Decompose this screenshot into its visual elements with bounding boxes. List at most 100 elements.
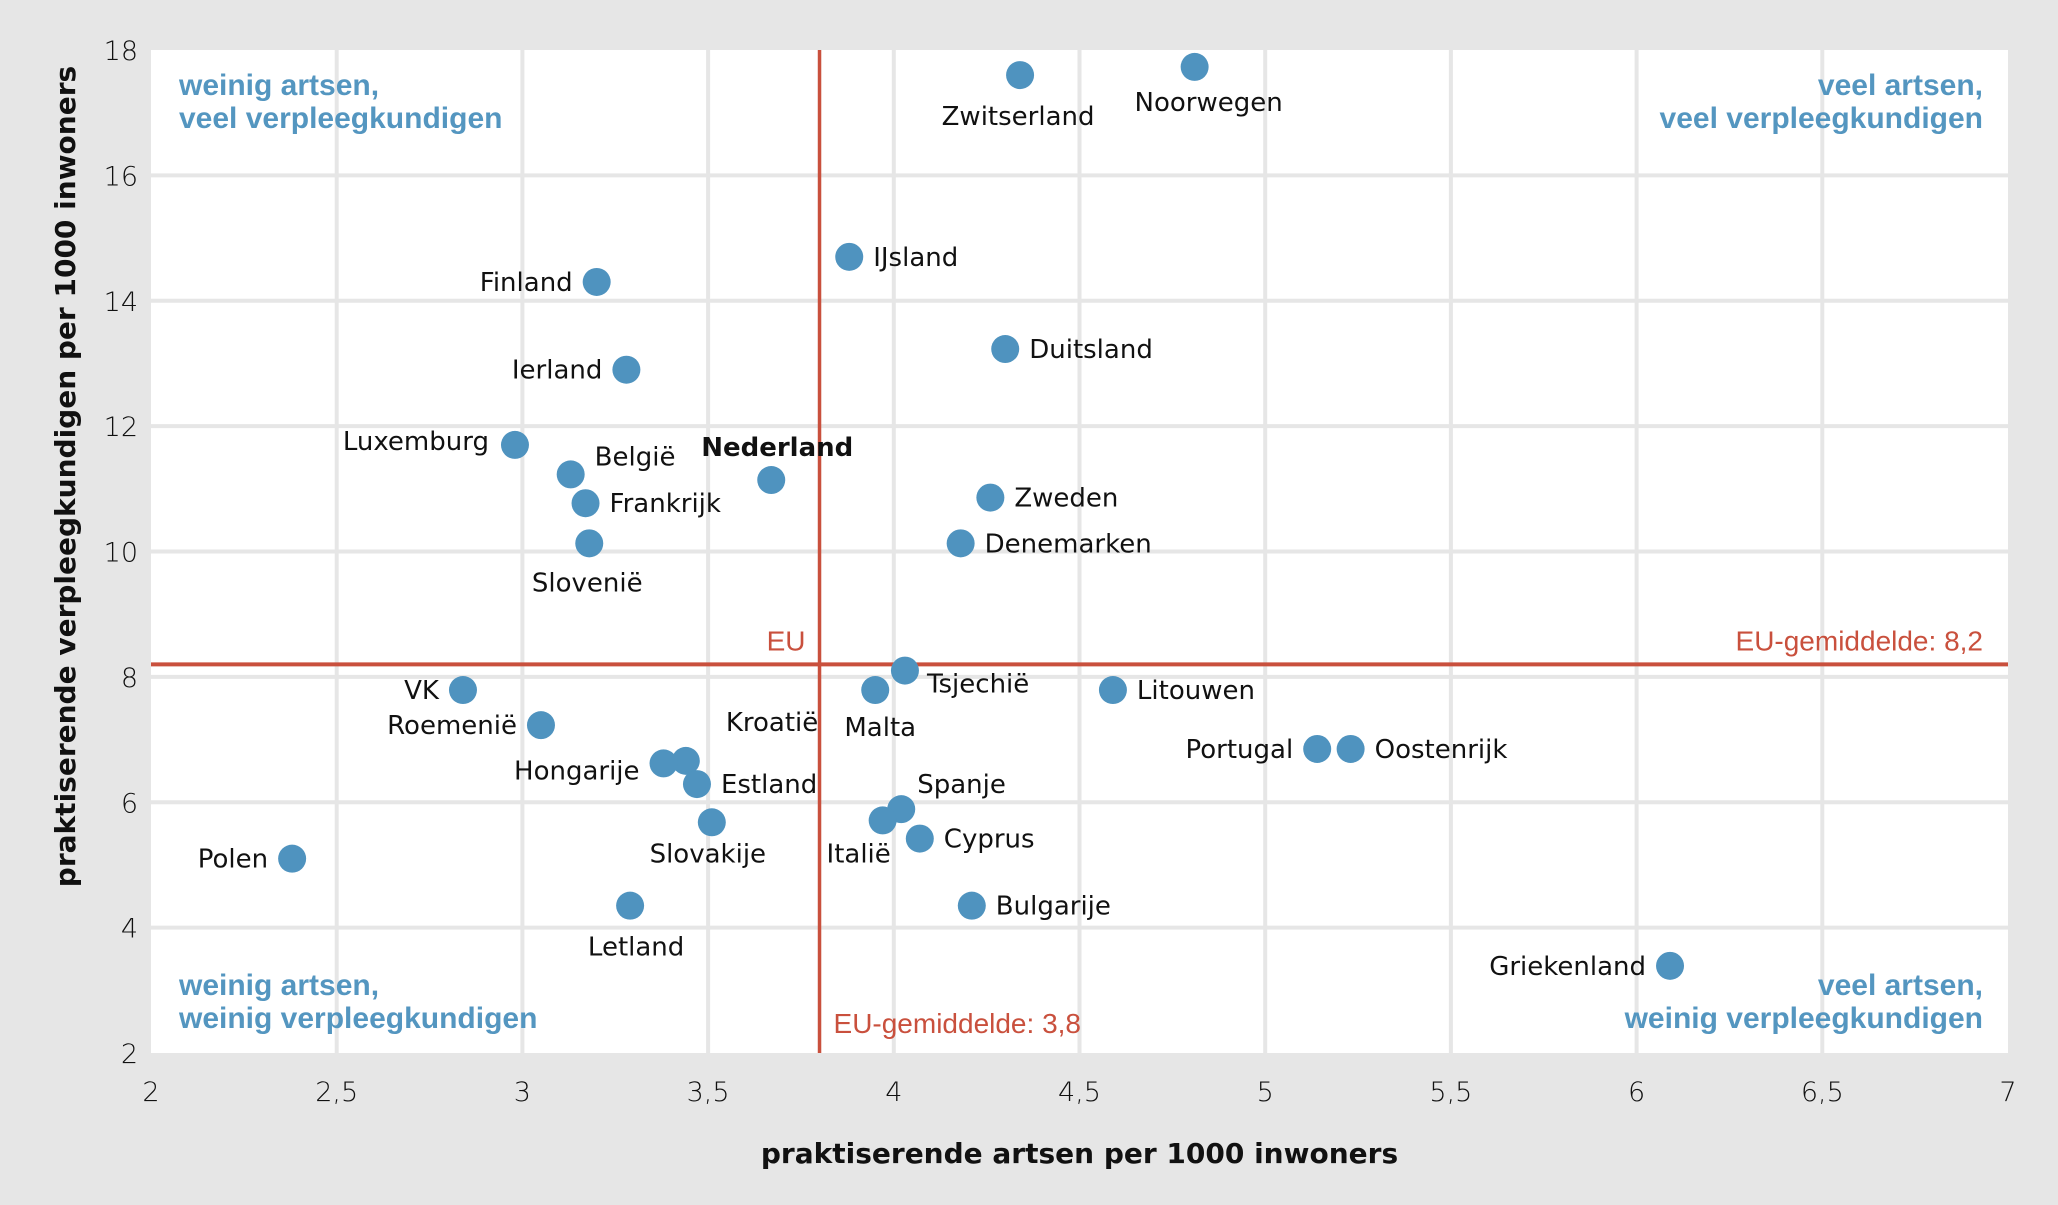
data-point-label: Bulgarije <box>996 892 1111 922</box>
data-points <box>278 52 1685 980</box>
y-tick-label: 14 <box>104 287 138 318</box>
data-point[interactable] <box>1303 734 1332 763</box>
data-point[interactable] <box>1336 734 1365 763</box>
data-point[interactable] <box>582 267 611 296</box>
quadrant-top-left-line1: weinig artsen, <box>178 69 379 102</box>
data-point[interactable] <box>1098 676 1127 705</box>
x-tick-label: 5 <box>1257 1077 1274 1108</box>
data-point[interactable] <box>957 891 986 920</box>
data-point[interactable] <box>1180 52 1209 81</box>
data-point[interactable] <box>671 746 700 775</box>
data-point-label: Denemarken <box>985 529 1152 559</box>
x-tick-label: 2 <box>142 1077 159 1108</box>
x-tick-label: 6 <box>1628 1077 1645 1108</box>
eu-horizontal-average-label: EU-gemiddelde: 8,2 <box>1736 625 1983 656</box>
data-point[interactable] <box>861 676 890 705</box>
data-point[interactable] <box>946 529 975 558</box>
data-point-label: Ierland <box>512 356 603 386</box>
data-point-label: Hongarije <box>514 756 640 786</box>
x-axis-title: praktiserende artsen per 1000 inwoners <box>761 1137 1398 1170</box>
x-tick-label: 5,5 <box>1429 1077 1472 1108</box>
y-tick-label: 6 <box>121 788 138 819</box>
data-point-label: Griekenland <box>1489 952 1646 982</box>
data-point[interactable] <box>556 460 585 489</box>
y-tick-label: 4 <box>121 914 138 945</box>
data-point[interactable] <box>278 844 307 873</box>
y-tick-label: 8 <box>121 663 138 694</box>
y-axis-ticks: 2 4 6 8 10 12 14 16 18 <box>104 36 138 1070</box>
data-point-label: Kroatië <box>726 708 818 738</box>
y-tick-label: 16 <box>104 161 138 192</box>
data-point-label: Cyprus <box>944 825 1035 855</box>
quadrant-bottom-right-line2: weinig verpleegkundigen <box>1624 1002 1983 1035</box>
data-point[interactable] <box>571 489 600 518</box>
quadrant-bottom-left-line2: weinig verpleegkundigen <box>178 1002 537 1035</box>
data-point-label: Zweden <box>1014 484 1118 514</box>
y-axis-title: praktiserende verpleegkundigen per 1000 … <box>49 66 82 887</box>
x-tick-label: 3,5 <box>687 1077 730 1108</box>
data-point[interactable] <box>500 430 529 459</box>
data-point[interactable] <box>649 749 678 778</box>
data-point[interactable] <box>575 529 604 558</box>
data-point[interactable] <box>697 808 726 837</box>
data-point-label: Tsjechië <box>926 670 1029 700</box>
x-axis-ticks: 2 2,5 3 3,5 4 4,5 5 5,5 6 6,5 7 <box>142 1077 2016 1108</box>
data-point-label: Finland <box>480 268 573 298</box>
data-point-label: Estland <box>721 770 817 800</box>
data-point-label: Duitsland <box>1029 335 1153 365</box>
data-point[interactable] <box>616 891 645 920</box>
data-point-label: Spanje <box>917 770 1006 800</box>
data-point[interactable] <box>890 656 919 685</box>
data-point[interactable] <box>991 335 1020 364</box>
quadrant-bottom-left-line1: weinig artsen, <box>178 969 379 1002</box>
y-tick-label: 12 <box>104 412 138 443</box>
x-tick-label: 4,5 <box>1058 1077 1101 1108</box>
data-point[interactable] <box>757 466 786 495</box>
data-point[interactable] <box>448 676 477 705</box>
eu-vertical-top-label: EU <box>767 625 806 656</box>
x-tick-label: 2,5 <box>315 1077 358 1108</box>
data-point-label: Letland <box>588 933 684 963</box>
data-point-label: Zwitserland <box>942 102 1095 132</box>
data-point-label: Nederland <box>701 433 853 463</box>
quadrant-top-right-line1: veel artsen, <box>1818 69 1983 102</box>
data-point[interactable] <box>1006 61 1035 90</box>
x-tick-label: 6,5 <box>1801 1077 1844 1108</box>
reference-lines: EU EU-gemiddelde: 3,8 EU-gemiddelde: 8,2 <box>151 50 2008 1053</box>
data-point-label: IJsland <box>873 243 958 273</box>
data-point[interactable] <box>905 824 934 853</box>
data-point[interactable] <box>868 806 897 835</box>
data-point[interactable] <box>976 483 1005 512</box>
data-point-label: Oostenrijk <box>1375 735 1508 765</box>
data-point[interactable] <box>612 355 641 384</box>
data-point-label: Portugal <box>1186 735 1294 765</box>
data-point-label: Noorwegen <box>1135 88 1283 118</box>
data-point[interactable] <box>1656 951 1685 980</box>
data-point-label: Slovakije <box>650 839 766 869</box>
data-point-label: Frankrijk <box>610 489 721 519</box>
data-point-labels: Zwitserland Noorwegen IJsland Finland Duitsl… <box>198 88 1646 982</box>
quadrant-labels: weinig artsen, veel verpleegkundigen vee… <box>178 69 1983 1035</box>
x-tick-label: 3 <box>514 1077 531 1108</box>
data-point-label: Roemenië <box>387 711 517 741</box>
x-tick-label: 4 <box>885 1077 902 1108</box>
x-tick-label: 7 <box>1999 1077 2016 1108</box>
quadrant-bottom-right-line1: veel artsen, <box>1818 969 1983 1002</box>
y-tick-label: 2 <box>121 1039 138 1070</box>
quadrant-top-left-line2: veel verpleegkundigen <box>179 102 502 135</box>
data-point[interactable] <box>835 242 864 271</box>
data-point-label: Italië <box>827 839 891 869</box>
data-point-label: Slovenië <box>532 568 643 598</box>
y-tick-label: 10 <box>104 538 138 569</box>
data-point-label: Litouwen <box>1137 676 1255 706</box>
data-point-label: Luxemburg <box>343 427 489 457</box>
data-point[interactable] <box>526 711 555 740</box>
quadrant-top-right-line2: veel verpleegkundigen <box>1660 102 1983 135</box>
data-point-label: België <box>595 442 676 472</box>
data-point-label: Malta <box>844 713 916 743</box>
grid-lines <box>151 50 2008 1053</box>
data-point[interactable] <box>682 770 711 799</box>
data-point-label: Polen <box>198 845 268 875</box>
